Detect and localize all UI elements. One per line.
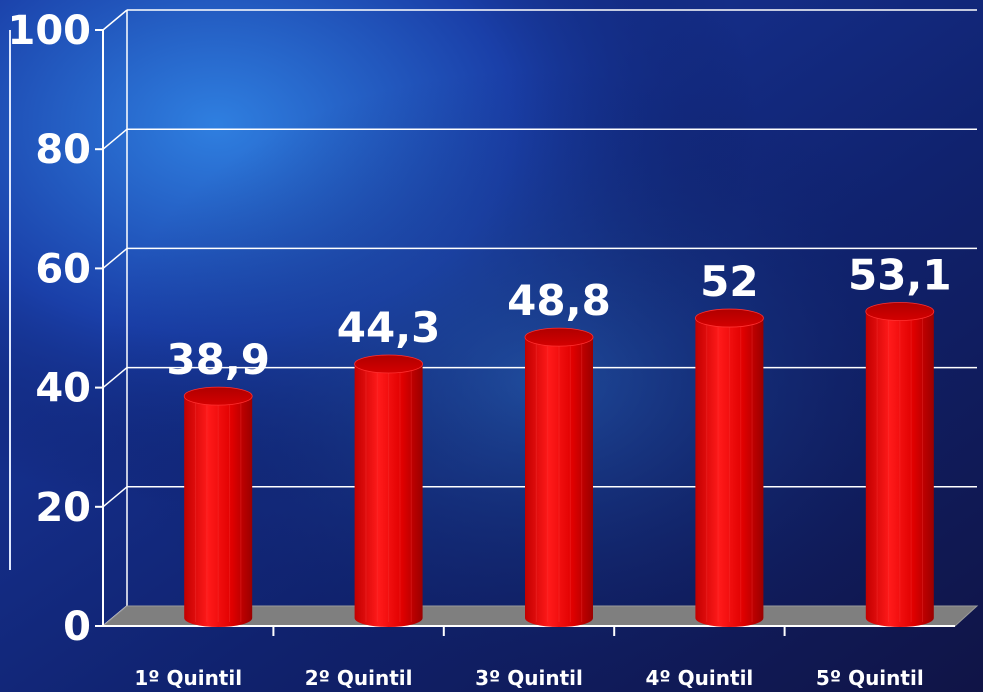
x-category-label: 5º Quintil: [816, 666, 924, 690]
value-label: 53,1: [848, 251, 952, 300]
value-label: 48,8: [507, 276, 611, 325]
bar-body: [865, 311, 934, 627]
bar-body: [695, 318, 764, 627]
bar-body: [354, 363, 423, 627]
y-tick-label: 60: [35, 246, 91, 292]
gridline-depth: [102, 367, 128, 389]
x-category-label: 2º Quintil: [305, 666, 413, 690]
bar-body: [525, 337, 593, 627]
bar-cap: [354, 354, 424, 374]
bar: [183, 386, 253, 627]
bar: [354, 354, 424, 627]
bar-cap: [183, 386, 253, 406]
bar-cap: [524, 327, 594, 347]
value-label: 52: [700, 257, 758, 306]
gridline-depth: [102, 247, 128, 269]
value-label: 38,9: [166, 335, 270, 384]
y-tick-label: 0: [63, 604, 91, 650]
y-tick-label: 40: [35, 366, 91, 412]
bar-cap: [695, 308, 764, 328]
bar: [524, 327, 594, 627]
value-label: 44,3: [337, 303, 441, 352]
bar-cap: [865, 302, 935, 321]
x-category-label: 4º Quintil: [646, 666, 754, 690]
y-axis: 0 20 40 60 80 100: [8, 8, 955, 650]
x-axis-labels: 1º Quintil 2º Quintil 3º Quintil 4º Quintil…: [134, 666, 923, 690]
grid-layer: [9, 9, 977, 627]
bars-layer: [183, 302, 935, 627]
bar-body: [184, 396, 253, 627]
bar: [695, 308, 764, 627]
gridline-depth: [102, 128, 128, 150]
x-category-label: 1º Quintil: [134, 666, 242, 690]
x-category-label: 3º Quintil: [475, 666, 583, 690]
y-tick-label: 20: [35, 485, 91, 531]
y-tick-label: 80: [35, 127, 91, 173]
value-labels: 38,9 44,3 48,8 52 53,1: [166, 251, 951, 385]
gridline-depth: [102, 9, 128, 31]
y-tick-label: 100: [8, 8, 92, 54]
gridline-depth: [102, 486, 128, 508]
bar: [865, 302, 935, 627]
